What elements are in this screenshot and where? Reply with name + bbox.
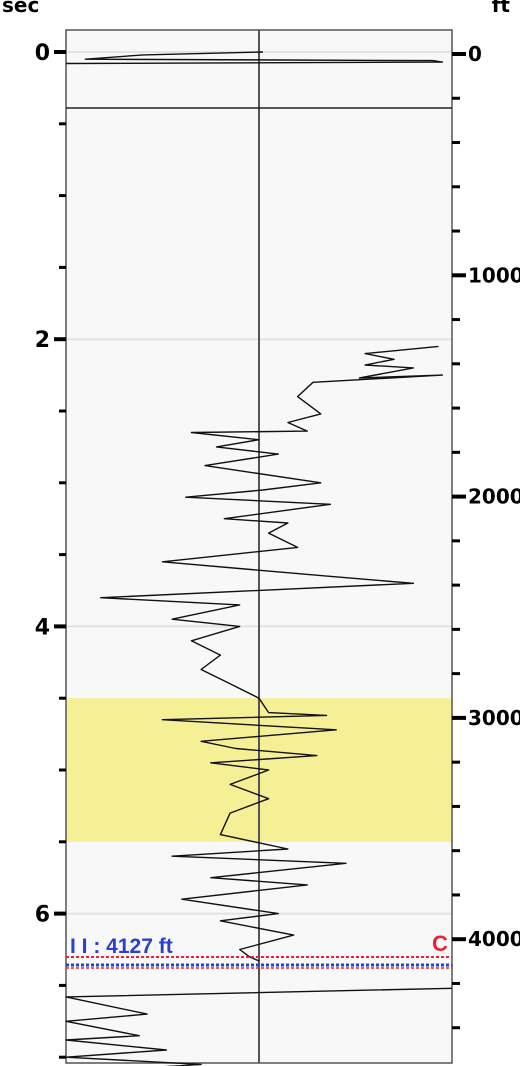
- right-tick-label-0: 0: [468, 42, 482, 66]
- trace-top: [65, 51, 444, 65]
- left-tick-label-0: 0: [35, 41, 50, 66]
- marker-layer: I I : 4127 ft C: [66, 931, 452, 969]
- marker-flag: C: [432, 931, 448, 956]
- left-tick-label-6: 6: [35, 903, 50, 928]
- trace-main: [99, 345, 444, 962]
- left-axis-unit: sec: [2, 0, 39, 17]
- right-tick-label-1000: 1000: [468, 263, 520, 287]
- trace-bottom: [65, 987, 453, 1066]
- left-tick-label-4: 4: [35, 615, 50, 640]
- left-time-axis: sec 0 2 4 6: [2, 0, 66, 1059]
- marker-label: I I : 4127 ft: [70, 935, 173, 958]
- right-axis-unit: ft: [492, 0, 511, 17]
- right-tick-label-2000: 2000: [468, 485, 520, 509]
- trace-layer: [65, 51, 453, 1066]
- right-tick-label-3000: 3000: [468, 706, 520, 730]
- right-depth-axis: ft 0 1000 2000 3000 4000: [452, 0, 520, 1030]
- right-tick-label-4000: 4000: [468, 927, 520, 951]
- left-tick-label-2: 2: [35, 328, 50, 353]
